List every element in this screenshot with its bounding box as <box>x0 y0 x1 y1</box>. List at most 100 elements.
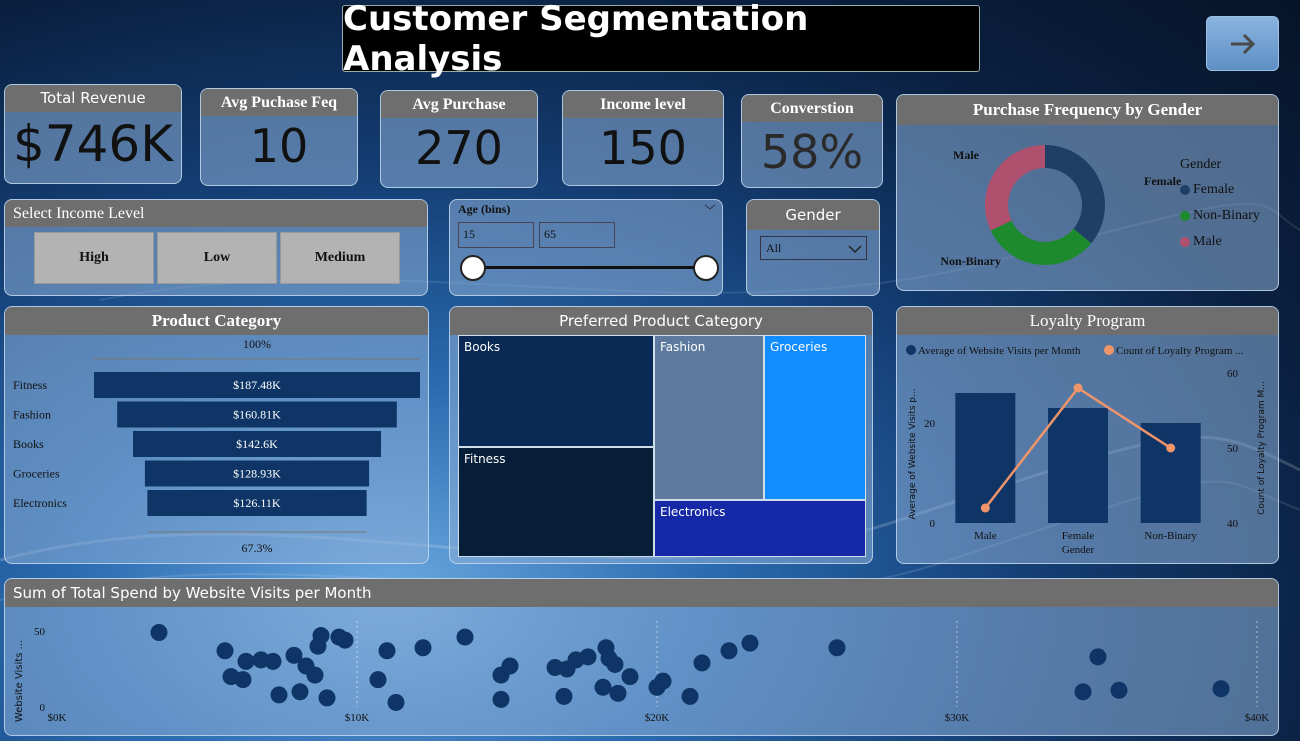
scatter-point[interactable] <box>741 634 759 652</box>
treemap-cell-label: Books <box>464 340 501 354</box>
gender-dropdown[interactable]: All <box>760 236 867 260</box>
income-option-medium[interactable]: Medium <box>280 232 400 284</box>
donut-slice-male[interactable] <box>985 145 1045 231</box>
funnel-bar[interactable] <box>117 401 397 428</box>
scatter-title: Sum of Total Spend by Website Visits per… <box>5 579 1278 607</box>
age-min-input[interactable]: 15 <box>458 222 534 248</box>
scatter-point[interactable] <box>216 642 234 660</box>
loyalty-bar[interactable] <box>1140 423 1201 523</box>
funnel-category-label: Fitness <box>13 378 47 392</box>
scatter-point[interactable] <box>378 642 396 660</box>
scatter-point[interactable] <box>387 693 405 711</box>
slicer-title: Gender <box>747 200 879 230</box>
scatter-point[interactable] <box>369 671 387 689</box>
scatter-point[interactable] <box>579 648 597 666</box>
scatter-point[interactable] <box>555 687 573 705</box>
scatter-point[interactable] <box>1110 681 1128 699</box>
scatter-point[interactable] <box>234 671 252 689</box>
scatter-point[interactable] <box>720 642 738 660</box>
y-axis-label: Website Visits ... <box>14 640 25 722</box>
scatter-point[interactable] <box>414 639 432 657</box>
funnel-bar[interactable] <box>133 431 381 457</box>
scatter-point[interactable] <box>318 689 336 707</box>
scatter-point[interactable] <box>264 652 282 670</box>
slicer-title: Select Income Level <box>5 200 427 227</box>
loyalty-bar[interactable] <box>955 393 1016 523</box>
scatter-point[interactable] <box>828 639 846 657</box>
scatter-point[interactable] <box>150 624 168 642</box>
loyalty-combo-chart: Average of Website Visits per Month Count… <box>906 345 1267 556</box>
scatter-point[interactable] <box>291 683 309 701</box>
product-category-funnel-card: Product Category 100% $187.48K Fitness $160… <box>4 306 429 564</box>
treemap-cell-groceries[interactable]: Groceries <box>764 335 866 500</box>
loyalty-line-point[interactable] <box>980 503 990 513</box>
y-axis-right-label: Count of Loyalty Program M... <box>1257 381 1267 515</box>
treemap-cell-label: Fashion <box>660 340 706 354</box>
scatter-point[interactable] <box>681 687 699 705</box>
scatter-point[interactable] <box>621 668 639 686</box>
funnel-value-label: $126.11K <box>233 496 281 510</box>
donut-slice-non-binary[interactable] <box>990 220 1092 265</box>
scatter-point[interactable] <box>336 631 354 649</box>
age-slider-track <box>474 266 706 269</box>
kpi-value: $746K <box>12 115 174 173</box>
y-tick-right: 40 <box>1227 518 1239 530</box>
scatter-point[interactable] <box>693 654 711 672</box>
loyalty-title: Loyalty Program <box>897 307 1278 335</box>
scatter-point[interactable] <box>306 666 324 684</box>
scatter-point[interactable] <box>312 627 330 645</box>
age-slider-max-handle[interactable] <box>693 255 719 281</box>
loyalty-line-point[interactable] <box>1073 383 1083 393</box>
legend-label: Non-Binary <box>1193 208 1260 223</box>
chevron-down-icon[interactable] <box>704 202 716 212</box>
scatter-point[interactable] <box>285 646 303 664</box>
kpi-label: Total Revenue <box>5 85 181 112</box>
income-option-high[interactable]: High <box>34 232 154 284</box>
funnel-category-label: Electronics <box>13 496 67 510</box>
income-option-low[interactable]: Low <box>157 232 277 284</box>
preferred-product-treemap-card: Preferred Product Category Books Fashion G… <box>449 306 873 564</box>
scatter-point[interactable] <box>492 690 510 708</box>
scatter-point[interactable] <box>1212 680 1230 698</box>
scatter-point[interactable] <box>237 652 255 670</box>
x-tick-label: Female <box>1062 530 1094 542</box>
scatter-point[interactable] <box>609 684 627 702</box>
donut-slice-female[interactable] <box>1045 145 1105 244</box>
funnel-value-label: $187.48K <box>233 378 281 392</box>
scatter-point[interactable] <box>606 655 624 673</box>
scatter-point[interactable] <box>456 628 474 646</box>
donut-data-label: Male <box>953 148 980 162</box>
treemap-cell-electronics[interactable]: Electronics <box>654 500 866 557</box>
scatter-point[interactable] <box>270 686 288 704</box>
donut-legend-item[interactable]: Female <box>1180 177 1260 203</box>
scatter-point[interactable] <box>1074 683 1092 701</box>
scatter-point[interactable] <box>594 678 612 696</box>
treemap-cell-fashion[interactable]: Fashion <box>654 335 764 500</box>
next-page-button[interactable] <box>1206 16 1279 71</box>
loyalty-line-point[interactable] <box>1166 443 1176 453</box>
funnel-category-label: Groceries <box>13 467 60 481</box>
treemap-cell-fitness[interactable]: Fitness <box>458 447 654 557</box>
scatter-point[interactable] <box>1089 648 1107 666</box>
loyalty-bar[interactable] <box>1048 408 1108 523</box>
age-slicer: Age (bins) 15 65 <box>449 199 723 296</box>
age-slider-min-handle[interactable] <box>460 255 486 281</box>
treemap-cell-books[interactable]: Books <box>458 335 654 447</box>
donut-data-label: Non-Binary <box>940 254 1001 268</box>
scatter-point[interactable] <box>501 657 519 675</box>
legend-label: Female <box>1193 182 1235 197</box>
legend-dot-icon <box>1104 345 1114 355</box>
funnel-bar[interactable] <box>147 490 367 516</box>
kpi-value: 58% <box>760 125 864 179</box>
age-max-input[interactable]: 65 <box>539 222 615 248</box>
funnel-bar[interactable] <box>94 372 420 398</box>
legend-label: Male <box>1193 234 1222 249</box>
loyalty-legend-label[interactable]: Average of Website Visits per Month <box>918 345 1081 357</box>
y-tick-label: 0 <box>40 702 46 714</box>
scatter-chart: $0K $10K $20K $30K $40K 0 50 Website Visits ... <box>14 621 1269 724</box>
scatter-point[interactable] <box>654 672 672 690</box>
funnel-bar[interactable] <box>144 460 370 487</box>
donut-legend-item[interactable]: Male <box>1180 229 1260 255</box>
loyalty-legend-label[interactable]: Count of Loyalty Program ... <box>1116 345 1244 357</box>
donut-legend-item[interactable]: Non-Binary <box>1180 203 1260 229</box>
